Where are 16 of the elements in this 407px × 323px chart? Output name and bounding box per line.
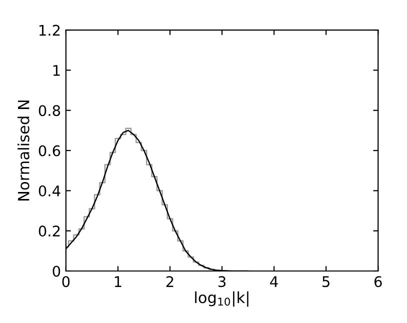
- y-tick-label: 0: [52, 266, 60, 277]
- x-tick-label: 1: [114, 276, 122, 287]
- y-tick-label: 0.6: [38, 145, 60, 156]
- x-tick-label: 0: [62, 276, 70, 288]
- y-tick-label: 1: [53, 65, 60, 76]
- y-tick-label: 0.4: [38, 185, 60, 196]
- y-tick-label: 0.8: [38, 105, 60, 116]
- x-axis-title: log$_{10}$|k|: [195, 291, 248, 307]
- x-tick-label: 6: [374, 276, 382, 288]
- x-tick-label: 2: [166, 276, 174, 287]
- y-tick-label: 0.2: [38, 226, 60, 237]
- x-tick-label: 5: [322, 276, 330, 288]
- x-tick-label: 4: [270, 276, 278, 287]
- y-axis-title: Normalised N: [18, 100, 30, 200]
- x-tick-label: 3: [218, 276, 226, 288]
- y-tick-label: 1.2: [39, 24, 60, 36]
